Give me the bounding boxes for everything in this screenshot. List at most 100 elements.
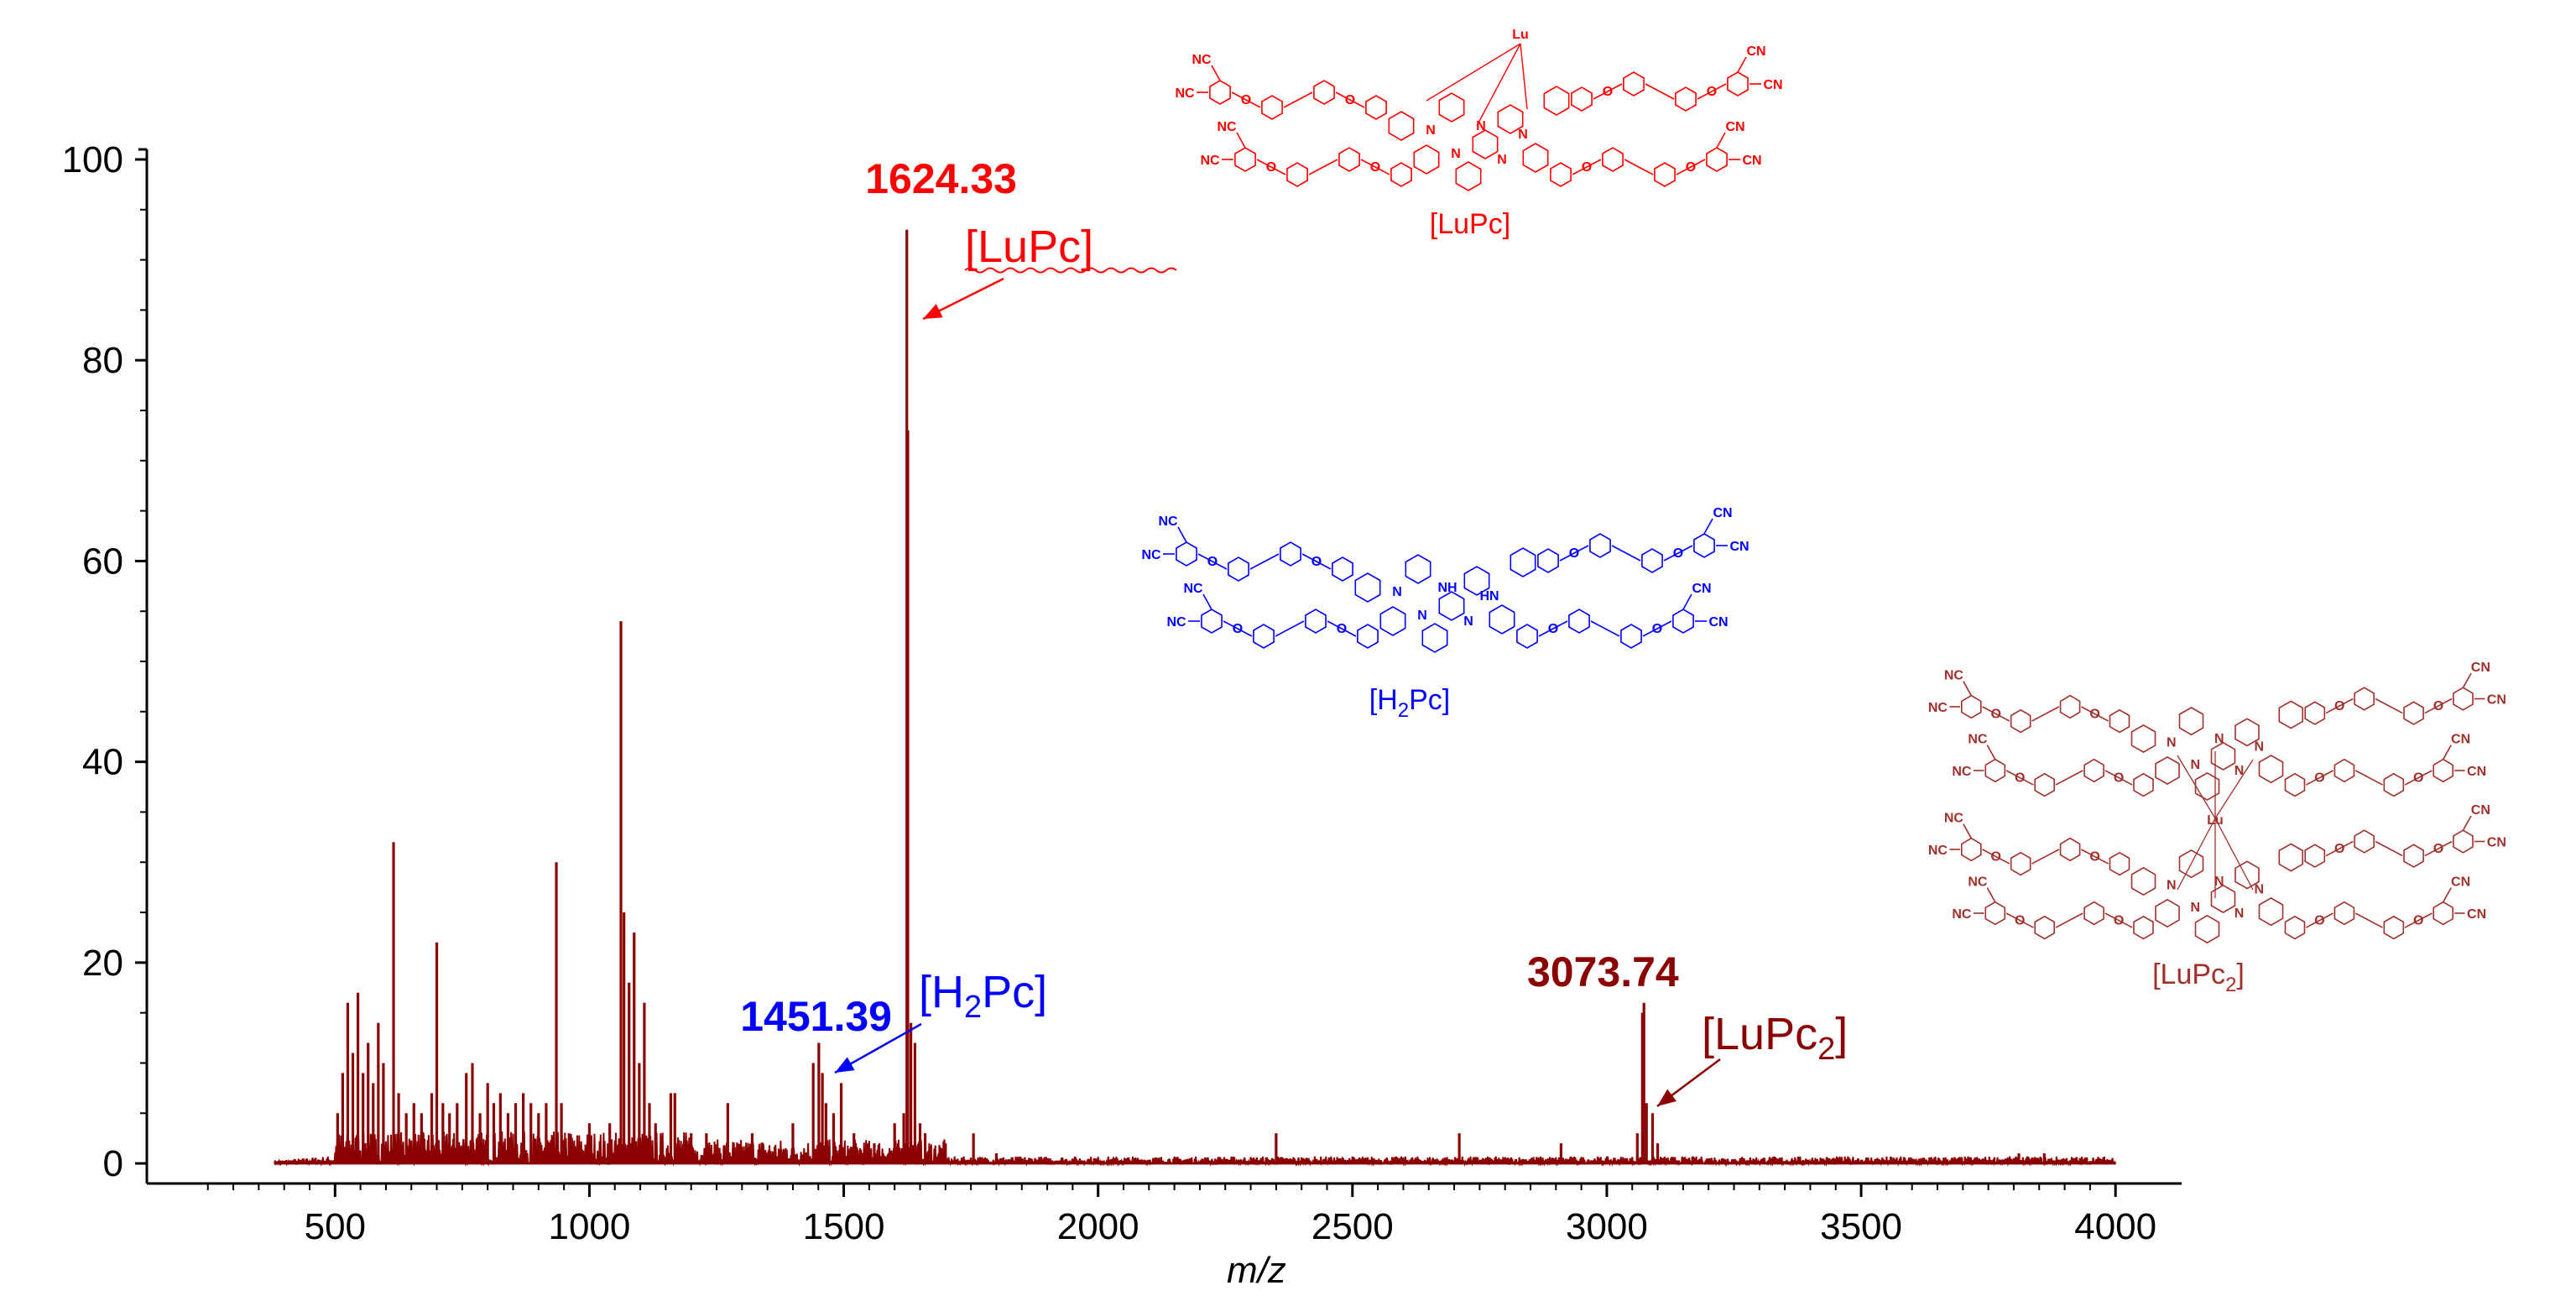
ring: [1413, 144, 1440, 175]
ring: [2383, 772, 2405, 797]
bond: [1624, 159, 1654, 175]
ring: [2234, 860, 2260, 890]
nitrile-group: NC: [1928, 701, 1948, 715]
bond: [2462, 815, 2472, 831]
nitrogen-atom: N: [2254, 739, 2264, 754]
ring: [2178, 707, 2204, 736]
ring: [2354, 829, 2375, 854]
nitrogen-atom: N: [1451, 147, 1461, 161]
nitrile-group: CN: [2467, 907, 2486, 922]
bond: [2104, 912, 2133, 928]
ring: [2083, 901, 2104, 926]
ring: [2210, 741, 2236, 771]
species-label-lupc: [LuPc]: [965, 222, 1093, 272]
oxygen-atom: O: [1311, 555, 1322, 569]
nitrile-group: NC: [1158, 515, 1178, 529]
peak-label-3073: 3073.74: [1527, 948, 1679, 995]
peak-label-1624: 1624.33: [865, 155, 1017, 202]
ring: [2083, 758, 2104, 783]
bond: [2305, 912, 2334, 928]
ring: [2334, 901, 2355, 926]
oxygen-atom: O: [2114, 914, 2124, 928]
ring: [1234, 147, 1256, 172]
ring: [2403, 844, 2424, 868]
x-tick-label: 2500: [1311, 1206, 1394, 1247]
ring: [2034, 772, 2055, 797]
ring: [1455, 161, 1482, 191]
ring: [2234, 718, 2260, 747]
nitrile-group: NC: [1952, 765, 1972, 779]
bond: [2354, 912, 2383, 928]
bond: [2055, 770, 2083, 786]
nitrile-group: CN: [1729, 540, 1749, 554]
ring: [2034, 915, 2055, 940]
ring: [1405, 554, 1431, 584]
nitrile-group: CN: [1742, 154, 1761, 168]
bond: [2404, 912, 2433, 928]
oxygen-atom: O: [2314, 914, 2324, 928]
ring: [1675, 86, 1697, 112]
bond: [1559, 545, 1589, 562]
bond: [1982, 849, 2010, 865]
ring: [1253, 624, 1275, 649]
axes: 500 1000 1500 2000 2500 3000 3500 4000 0 20 40 60 80…: [62, 139, 2182, 1291]
oxygen-atom: O: [1991, 850, 2001, 865]
oxygen-atom: O: [2015, 771, 2025, 786]
ring: [1641, 548, 1663, 573]
oxygen-atom: O: [1337, 622, 1347, 636]
nitrogen-atom: N: [1417, 609, 1427, 623]
ring: [2453, 829, 2474, 854]
ring: [2210, 884, 2236, 914]
nitrile-group: NC: [1968, 733, 1988, 747]
ring: [2059, 837, 2081, 862]
oxygen-atom: O: [2433, 842, 2443, 856]
x-tick-label: 4000: [2074, 1206, 2156, 1247]
ring: [1365, 95, 1387, 120]
oxygen-atom: O: [2314, 771, 2324, 786]
nitrogen-atom: N: [2190, 901, 2200, 915]
bond: [2424, 698, 2453, 714]
ring: [1568, 609, 1590, 634]
ring: [2130, 724, 2156, 754]
bond: [2031, 849, 2060, 865]
nitrile-group: CN: [2471, 661, 2490, 675]
ring: [1305, 609, 1327, 634]
x-tick-label: 1500: [803, 1206, 885, 1247]
bond: [1593, 83, 1623, 100]
ring: [1332, 556, 1353, 582]
ring: [1516, 624, 1538, 649]
coordination-bond: [1520, 43, 1528, 110]
coordination-bond: [2214, 818, 2254, 891]
oxygen-atom: O: [1370, 160, 1380, 175]
bond: [1986, 887, 1996, 903]
bond: [1663, 545, 1693, 562]
nitrile-group: CN: [1725, 120, 1744, 134]
ring: [1280, 541, 1301, 567]
bond: [1275, 620, 1305, 637]
oxygen-atom: O: [2413, 771, 2423, 786]
ring: [1472, 129, 1499, 159]
y-tick-label: 60: [82, 541, 123, 582]
oxygen-atom: O: [2015, 914, 2025, 928]
ring: [2155, 898, 2180, 928]
nitrile-group: CN: [1713, 506, 1732, 520]
x-tick-label: 3000: [1566, 1206, 1648, 1247]
bond: [1676, 159, 1706, 175]
bond: [1645, 83, 1675, 100]
bond: [1703, 518, 1713, 535]
ring: [2334, 758, 2355, 783]
ring: [1379, 606, 1406, 636]
ring: [2155, 755, 2180, 786]
ring: [1388, 111, 1415, 141]
ring: [2059, 694, 2081, 719]
nitrile-group: NC: [1166, 615, 1186, 630]
arrow-h2pc-head: [835, 1057, 855, 1073]
nitrile-group: CN: [2467, 765, 2486, 779]
oxygen-atom: O: [2334, 699, 2344, 713]
ring: [1620, 624, 1642, 649]
oxygen-atom: O: [1207, 555, 1218, 569]
peak-label-1451: 1451.39: [740, 993, 892, 1040]
ring: [2133, 772, 2154, 797]
